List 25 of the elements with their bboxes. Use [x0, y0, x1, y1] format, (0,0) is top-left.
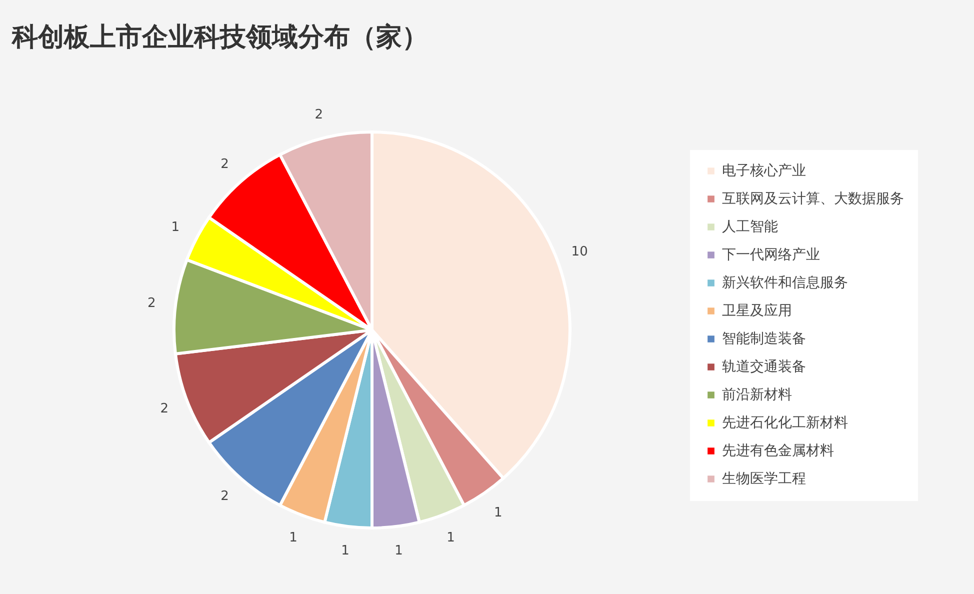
data-label: 1 [394, 543, 403, 558]
data-label: 2 [160, 402, 169, 417]
legend-label: 电子核心产业 [722, 163, 806, 179]
legend-label: 智能制造装备 [722, 331, 806, 347]
data-label: 2 [220, 489, 229, 504]
legend-label: 先进有色金属材料 [722, 443, 834, 459]
data-label: 1 [289, 530, 298, 546]
data-label: 2 [147, 296, 156, 312]
legend-label: 前沿新材料 [722, 387, 792, 403]
legend-label: 人工智能 [722, 219, 778, 235]
chart-title: 科创板上市企业科技领域分布（家） [11, 22, 428, 52]
data-label: 2 [314, 107, 324, 122]
data-label: 1 [446, 530, 455, 546]
data-label: 1 [341, 543, 350, 558]
legend-label: 生物医学工程 [722, 471, 806, 487]
data-label: 1 [494, 506, 502, 521]
data-label: 1 [171, 220, 180, 235]
legend-label: 卫星及应用 [722, 303, 792, 319]
legend-label: 新兴软件和信息服务 [722, 275, 848, 291]
data-label: 10 [571, 244, 588, 260]
data-label: 2 [220, 156, 229, 172]
legend-label: 下一代网络产业 [722, 247, 820, 263]
legend-label: 先进石化化工新材料 [722, 415, 848, 431]
legend-label: 互联网及云计算、大数据服务 [722, 191, 904, 207]
legend-label: 轨道交通装备 [722, 359, 806, 375]
